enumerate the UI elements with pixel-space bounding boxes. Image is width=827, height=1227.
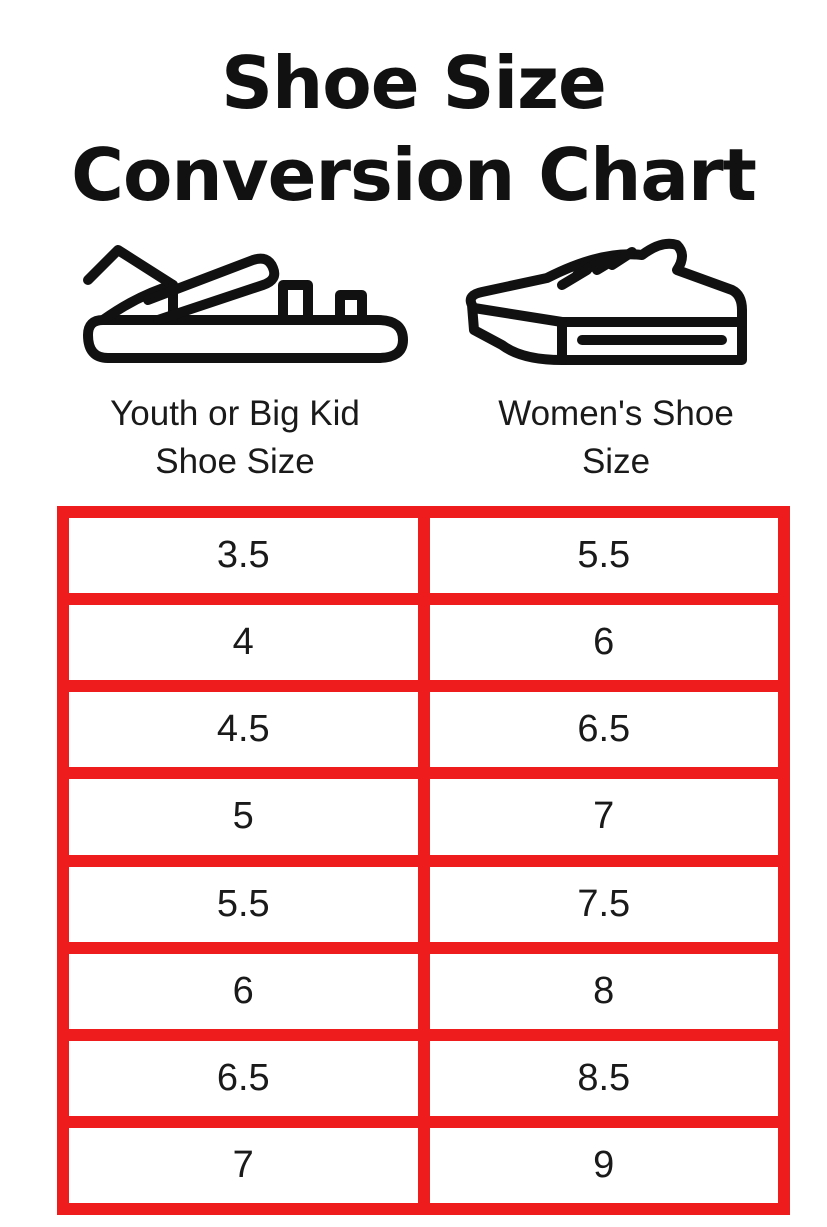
column-header-youth: Youth or Big Kid Shoe Size — [55, 390, 415, 486]
youth-size-cell: 5.5 — [69, 866, 418, 942]
women-size-cell: 6.5 — [429, 692, 778, 768]
women-size-cell: 9 — [429, 1127, 778, 1203]
youth-size-cell: 6 — [69, 953, 418, 1029]
column-header-youth-line-2: Shoe Size — [155, 442, 315, 481]
sandal-icon — [83, 245, 408, 363]
youth-size-cell: 3.5 — [69, 518, 418, 594]
conversion-table: 3.5 5.5 4 6 4.5 6.5 5 7 5.5 7.5 6 8 6.5 8.5 7 9 — [57, 506, 790, 1215]
column-header-youth-line-1: Youth or Big Kid — [110, 394, 360, 433]
sneaker-icon — [465, 238, 747, 365]
title-line-2: Conversion Chart — [71, 133, 757, 217]
youth-size-cell: 4 — [69, 605, 418, 681]
column-header-women: Women's Shoe Size — [436, 390, 796, 486]
women-size-cell: 7 — [429, 779, 778, 855]
women-size-cell: 8.5 — [429, 1040, 778, 1116]
women-size-cell: 6 — [429, 605, 778, 681]
column-header-women-line-1: Women's Shoe — [498, 394, 734, 433]
women-size-cell: 7.5 — [429, 866, 778, 942]
youth-size-cell: 4.5 — [69, 692, 418, 768]
youth-size-cell: 6.5 — [69, 1040, 418, 1116]
column-header-women-line-2: Size — [581, 442, 651, 481]
women-size-cell: 8 — [429, 953, 778, 1029]
youth-size-cell: 7 — [69, 1127, 418, 1203]
title-line-1: Shoe Size — [221, 41, 607, 125]
women-size-cell: 5.5 — [429, 518, 778, 594]
youth-size-cell: 5 — [69, 779, 418, 855]
